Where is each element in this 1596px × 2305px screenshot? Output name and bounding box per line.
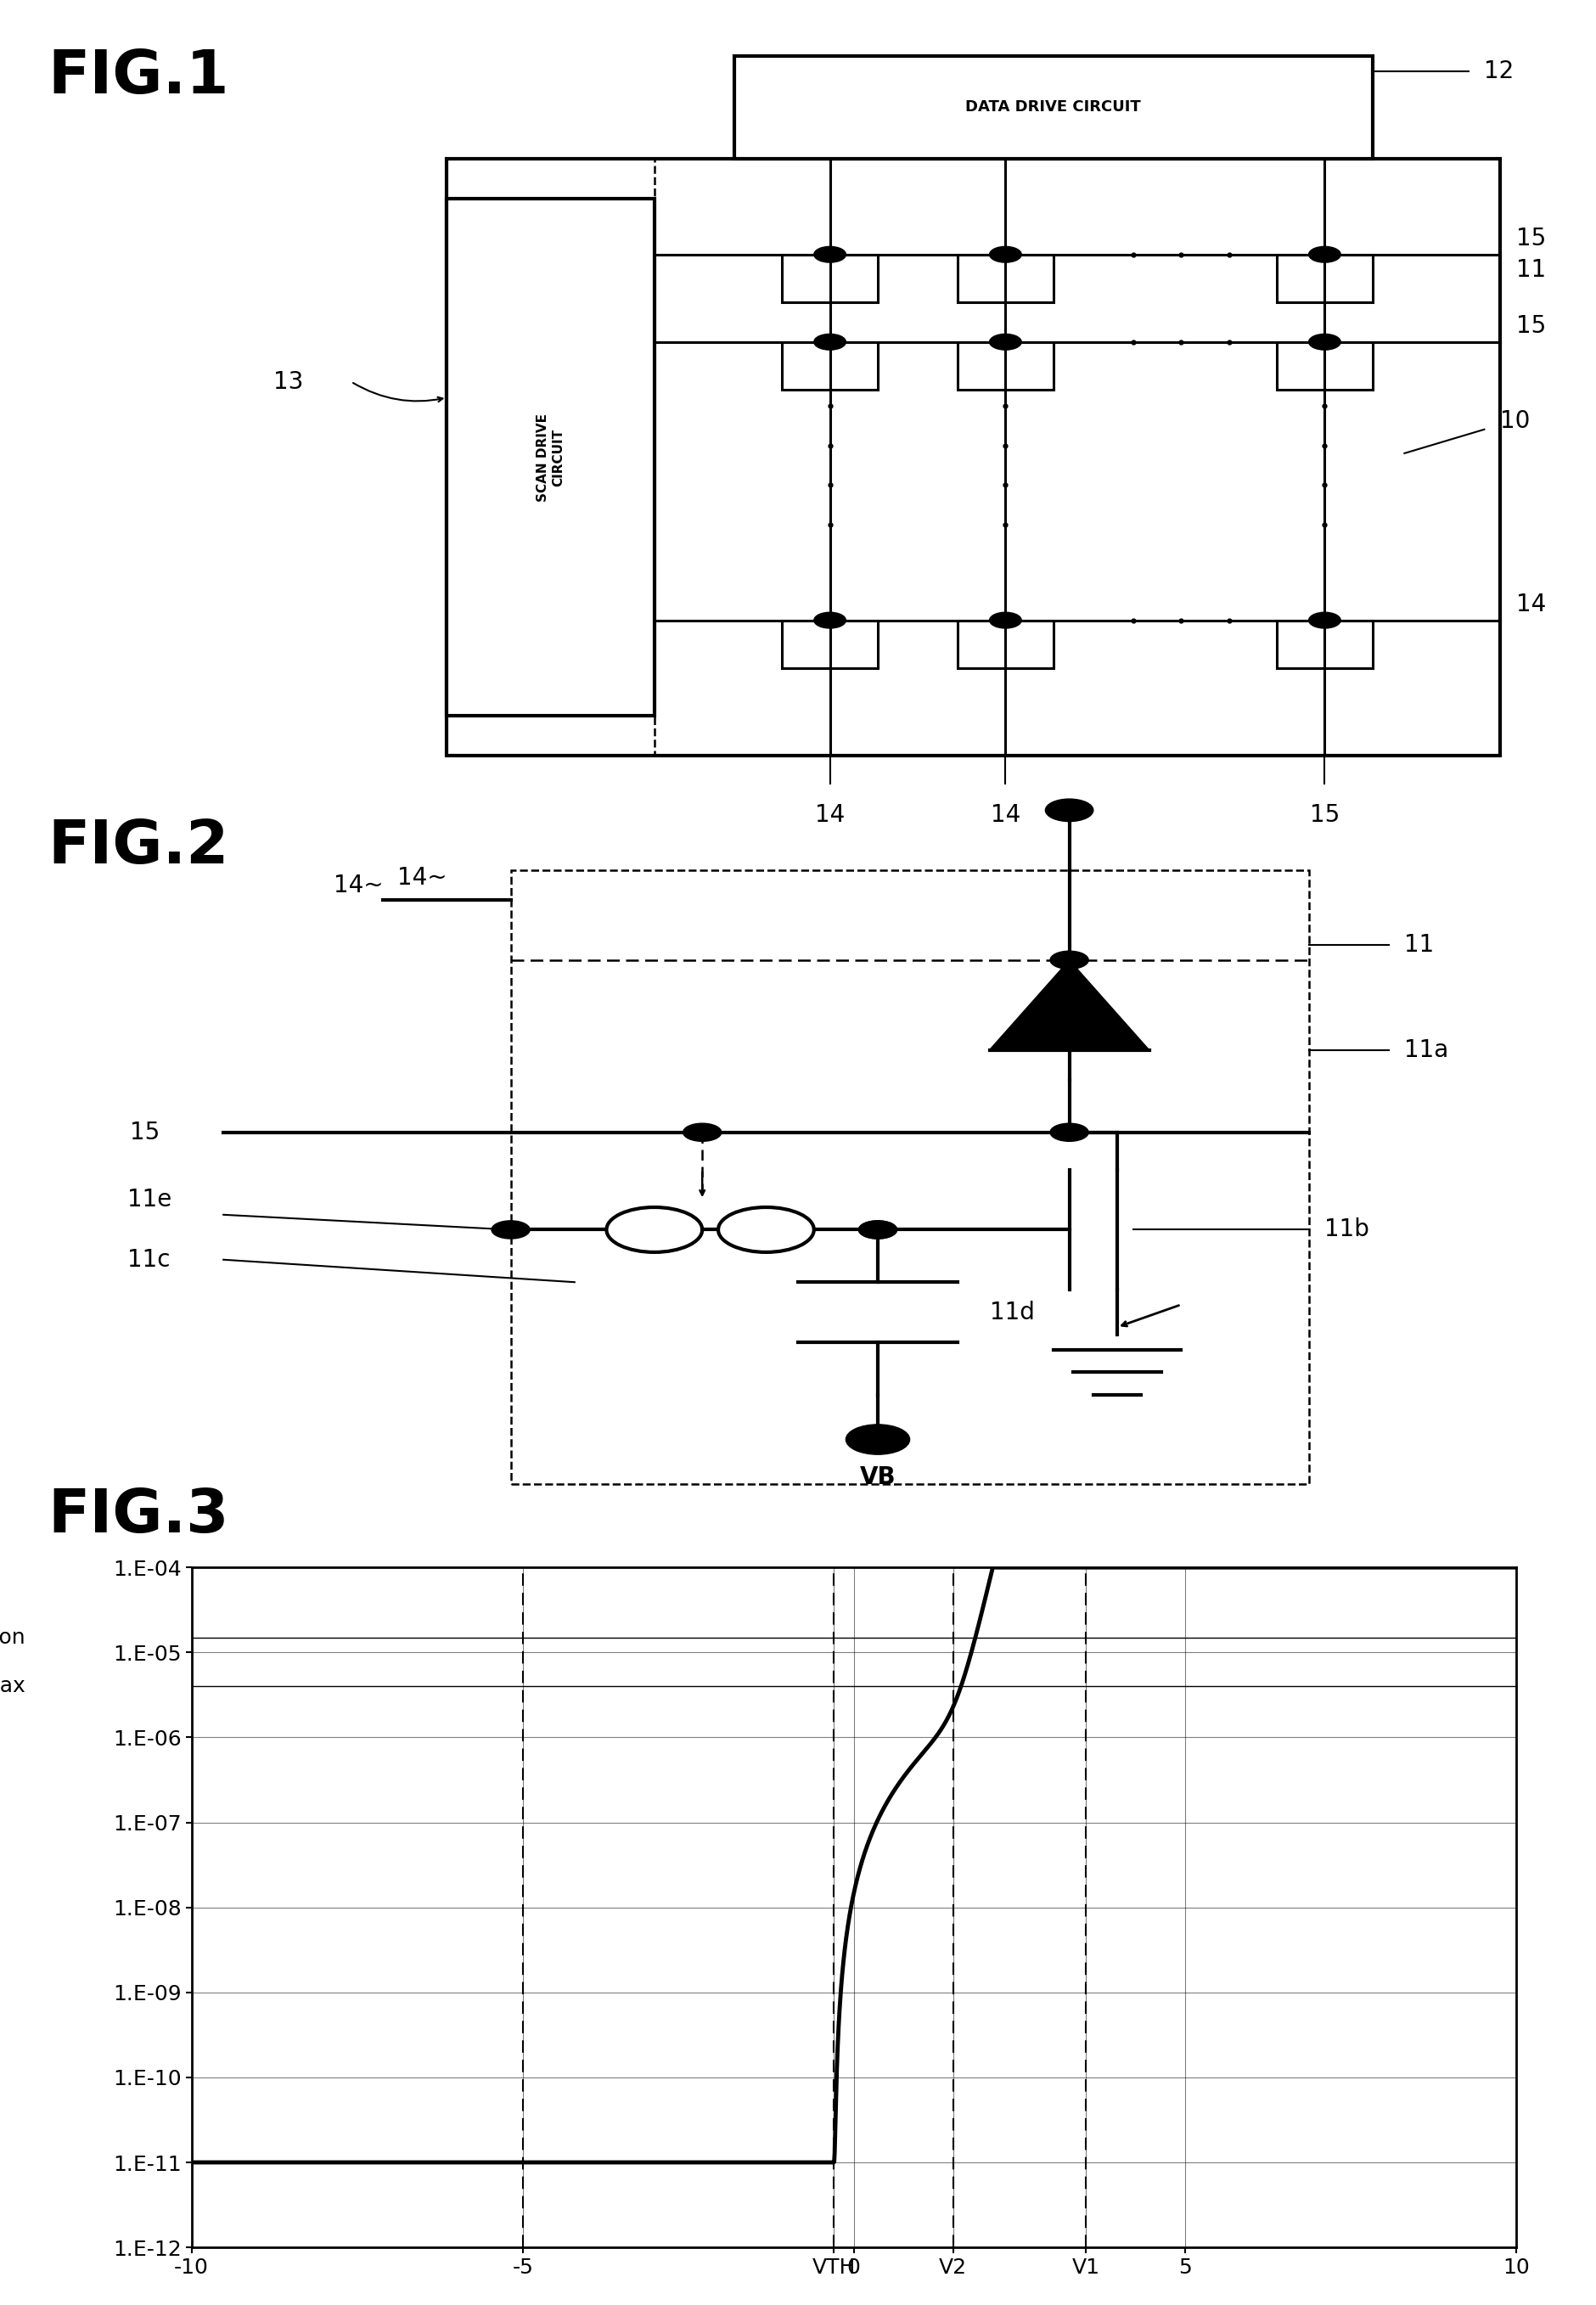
Text: FIG.2: FIG.2 <box>48 818 228 876</box>
Circle shape <box>990 613 1021 629</box>
Text: 15: 15 <box>1516 313 1547 339</box>
Circle shape <box>814 613 846 629</box>
Text: 15: 15 <box>129 1120 160 1143</box>
Bar <box>447 159 1500 756</box>
Bar <box>1277 620 1373 668</box>
Circle shape <box>859 1222 897 1238</box>
Circle shape <box>1050 1123 1088 1141</box>
Text: 15: 15 <box>1310 802 1339 827</box>
Bar <box>1277 254 1373 302</box>
Text: VB: VB <box>860 1466 895 1489</box>
Bar <box>447 198 654 715</box>
Circle shape <box>814 247 846 263</box>
Bar <box>1277 341 1373 390</box>
Circle shape <box>1309 334 1341 350</box>
Text: 14: 14 <box>1516 592 1547 615</box>
Circle shape <box>1045 800 1093 821</box>
Bar <box>511 869 1309 1484</box>
Text: FIG.3: FIG.3 <box>48 1487 230 1544</box>
Bar <box>958 254 1053 302</box>
Circle shape <box>1309 613 1341 629</box>
Bar <box>782 341 878 390</box>
Circle shape <box>990 334 1021 350</box>
Text: 11d: 11d <box>990 1300 1034 1323</box>
Circle shape <box>492 1222 530 1238</box>
Polygon shape <box>990 959 1149 1051</box>
Text: 12: 12 <box>1484 60 1515 83</box>
Text: 10: 10 <box>1500 410 1531 433</box>
Text: 14: 14 <box>991 802 1020 827</box>
Text: FIG.1: FIG.1 <box>48 48 230 106</box>
Text: 11a: 11a <box>1404 1037 1449 1063</box>
Circle shape <box>859 1222 897 1238</box>
Circle shape <box>814 334 846 350</box>
Text: 13: 13 <box>273 369 303 394</box>
Text: Ion: Ion <box>0 1627 26 1648</box>
Circle shape <box>1309 247 1341 263</box>
Circle shape <box>846 1424 910 1454</box>
Text: 14~: 14~ <box>397 867 447 890</box>
Text: 11b: 11b <box>1325 1217 1369 1242</box>
Text: SCAN DRIVE
CIRCUIT: SCAN DRIVE CIRCUIT <box>536 413 565 502</box>
Text: 14: 14 <box>816 802 844 827</box>
Circle shape <box>1050 952 1088 968</box>
Text: 14~: 14~ <box>334 874 383 897</box>
Bar <box>958 341 1053 390</box>
Circle shape <box>990 247 1021 263</box>
Text: Ifmax: Ifmax <box>0 1676 26 1696</box>
Text: 11: 11 <box>1516 258 1547 281</box>
Text: 11c: 11c <box>128 1247 171 1272</box>
Bar <box>734 55 1373 159</box>
Text: 15: 15 <box>1516 226 1547 251</box>
Text: DATA DRIVE CIRCUIT: DATA DRIVE CIRCUIT <box>966 99 1141 115</box>
Circle shape <box>683 1123 721 1141</box>
Bar <box>782 254 878 302</box>
Text: 11: 11 <box>1404 934 1435 957</box>
Bar <box>654 159 1500 756</box>
Bar <box>782 620 878 668</box>
Text: 11e: 11e <box>128 1187 172 1212</box>
Bar <box>958 620 1053 668</box>
